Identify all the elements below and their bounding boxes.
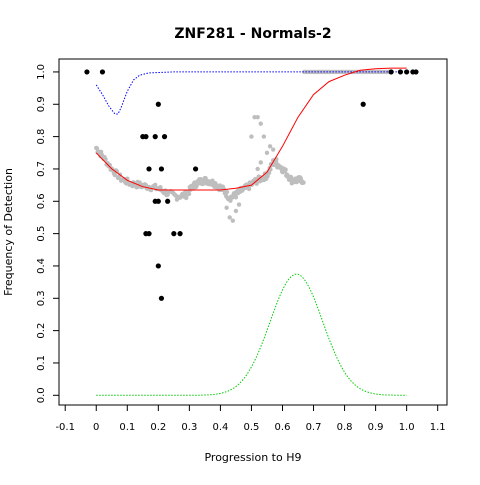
black-point: [158, 295, 165, 301]
red-fit-curve: [95, 67, 407, 191]
x-axis: -0.1 0 0.1 0.2 0.3 0.4 0.5 0.6 0.7 0.8 0.9 1.0 1.1: [55, 405, 446, 433]
black-point: [177, 231, 183, 237]
black-point: [155, 198, 161, 204]
black-point: [165, 198, 171, 204]
black-point: [152, 134, 158, 140]
x-tick-label: 0.9: [368, 422, 384, 433]
black-point: [161, 134, 168, 140]
y-tick-label: 0.7: [36, 161, 47, 177]
gray-point: [230, 218, 236, 223]
gray-point: [246, 186, 252, 192]
x-tick-label: 0.7: [306, 422, 322, 433]
plot-frame: [58, 58, 448, 406]
x-tick-label: 0.4: [212, 422, 228, 433]
gray-point: [194, 183, 199, 188]
blue-curve: [95, 71, 407, 115]
gray-point: [153, 182, 158, 188]
gray-point: [233, 195, 239, 200]
y-tick-label: 1.0: [36, 64, 47, 80]
green-density-curve: [96, 273, 407, 396]
black-point: [360, 101, 366, 107]
x-tick-label: 0: [93, 422, 99, 433]
black-point: [158, 166, 165, 172]
gray-point: [224, 205, 229, 210]
black-point: [192, 166, 199, 172]
gray-point: [186, 191, 192, 197]
gray-point: [252, 115, 257, 120]
gray-point: [270, 147, 276, 152]
gray-point: [255, 166, 260, 172]
black-point: [143, 134, 149, 140]
chart-title: ZNF281 - Normals-2: [174, 26, 331, 42]
gray-point: [283, 167, 288, 172]
x-tick-label: 0.2: [150, 422, 166, 433]
gray-point: [224, 189, 230, 195]
gray-point: [249, 134, 254, 139]
gray-point: [94, 146, 100, 151]
y-tick-label: 0.1: [36, 355, 47, 371]
x-tick-label: -0.1: [55, 422, 75, 433]
gray-point: [228, 198, 233, 203]
y-tick-label: 0.0: [36, 387, 47, 403]
y-axis-label: Frequency of Detection: [2, 168, 15, 296]
black-point: [146, 166, 152, 172]
y-tick-label: 0.5: [36, 226, 47, 242]
black-point: [413, 69, 419, 75]
gray-point: [267, 144, 273, 149]
x-tick-label: 1.0: [399, 422, 415, 433]
y-tick-label: 0.4: [36, 258, 47, 274]
y-tick-label: 0.3: [36, 290, 47, 306]
x-tick-label: 0.6: [275, 422, 291, 433]
black-point: [388, 69, 394, 75]
black-point: [404, 69, 410, 75]
gray-point: [198, 177, 203, 182]
black-point: [84, 69, 90, 75]
gray-point: [264, 150, 270, 155]
gray-point: [258, 160, 263, 165]
x-axis-label: Progression to H9: [204, 451, 301, 464]
gray-point: [103, 157, 108, 162]
gray-point: [227, 215, 232, 220]
gray-point: [258, 121, 263, 126]
gray-point: [236, 202, 242, 207]
gray-point: [261, 134, 267, 139]
black-point: [155, 263, 161, 269]
x-tick-label: 0.8: [337, 422, 353, 433]
gray-point: [301, 180, 306, 185]
x-tick-label: 0.1: [119, 422, 135, 433]
y-tick-label: 0.6: [36, 193, 47, 209]
black-point: [146, 231, 152, 237]
x-tick-label: 0.3: [181, 422, 197, 433]
y-axis: 0.0 0.1 0.2 0.3 0.4 0.5 0.6 0.7 0.8 0.9 1.0: [36, 64, 59, 403]
gray-point: [255, 115, 260, 120]
y-tick-label: 0.8: [36, 129, 47, 145]
black-point: [397, 69, 404, 75]
gray-point: [266, 170, 272, 176]
y-tick-label: 0.2: [36, 323, 47, 339]
gray-point: [112, 172, 118, 178]
black-point: [155, 101, 161, 107]
data-layer: [84, 67, 419, 396]
x-tick-label: 1.1: [430, 422, 446, 433]
black-point: [171, 231, 177, 237]
x-tick-label: 0.5: [243, 422, 259, 433]
y-tick-label: 0.9: [36, 96, 47, 112]
black-point: [99, 69, 106, 75]
gray-point: [233, 208, 239, 214]
